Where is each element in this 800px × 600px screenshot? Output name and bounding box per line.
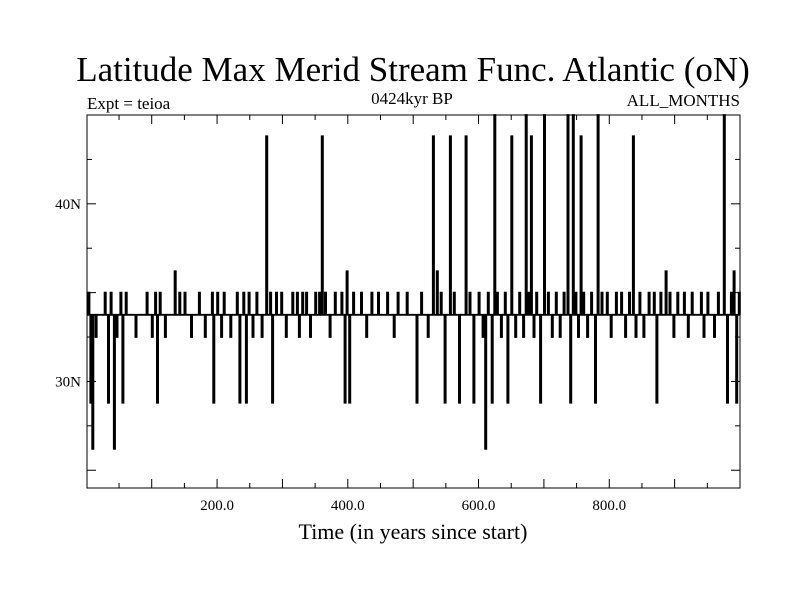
y-tick-label: 30N bbox=[55, 374, 81, 390]
x-axis-label: Time (in years since start) bbox=[299, 519, 528, 544]
subtitle-left: Expt = teioa bbox=[87, 94, 171, 113]
series-line bbox=[87, 114, 741, 450]
subtitle-right: ALL_MONTHS bbox=[627, 91, 740, 110]
x-tick-label: 600.0 bbox=[462, 498, 496, 514]
chart-title: Latitude Max Merid Stream Func. Atlantic… bbox=[76, 50, 750, 89]
y-tick-label: 40N bbox=[55, 197, 81, 213]
x-tick-label: 200.0 bbox=[200, 498, 234, 514]
plot-area bbox=[86, 114, 741, 489]
x-tick-label: 800.0 bbox=[592, 498, 626, 514]
x-tick-label: 400.0 bbox=[331, 498, 365, 514]
subtitle-center: 0424kyr BP bbox=[371, 89, 453, 108]
